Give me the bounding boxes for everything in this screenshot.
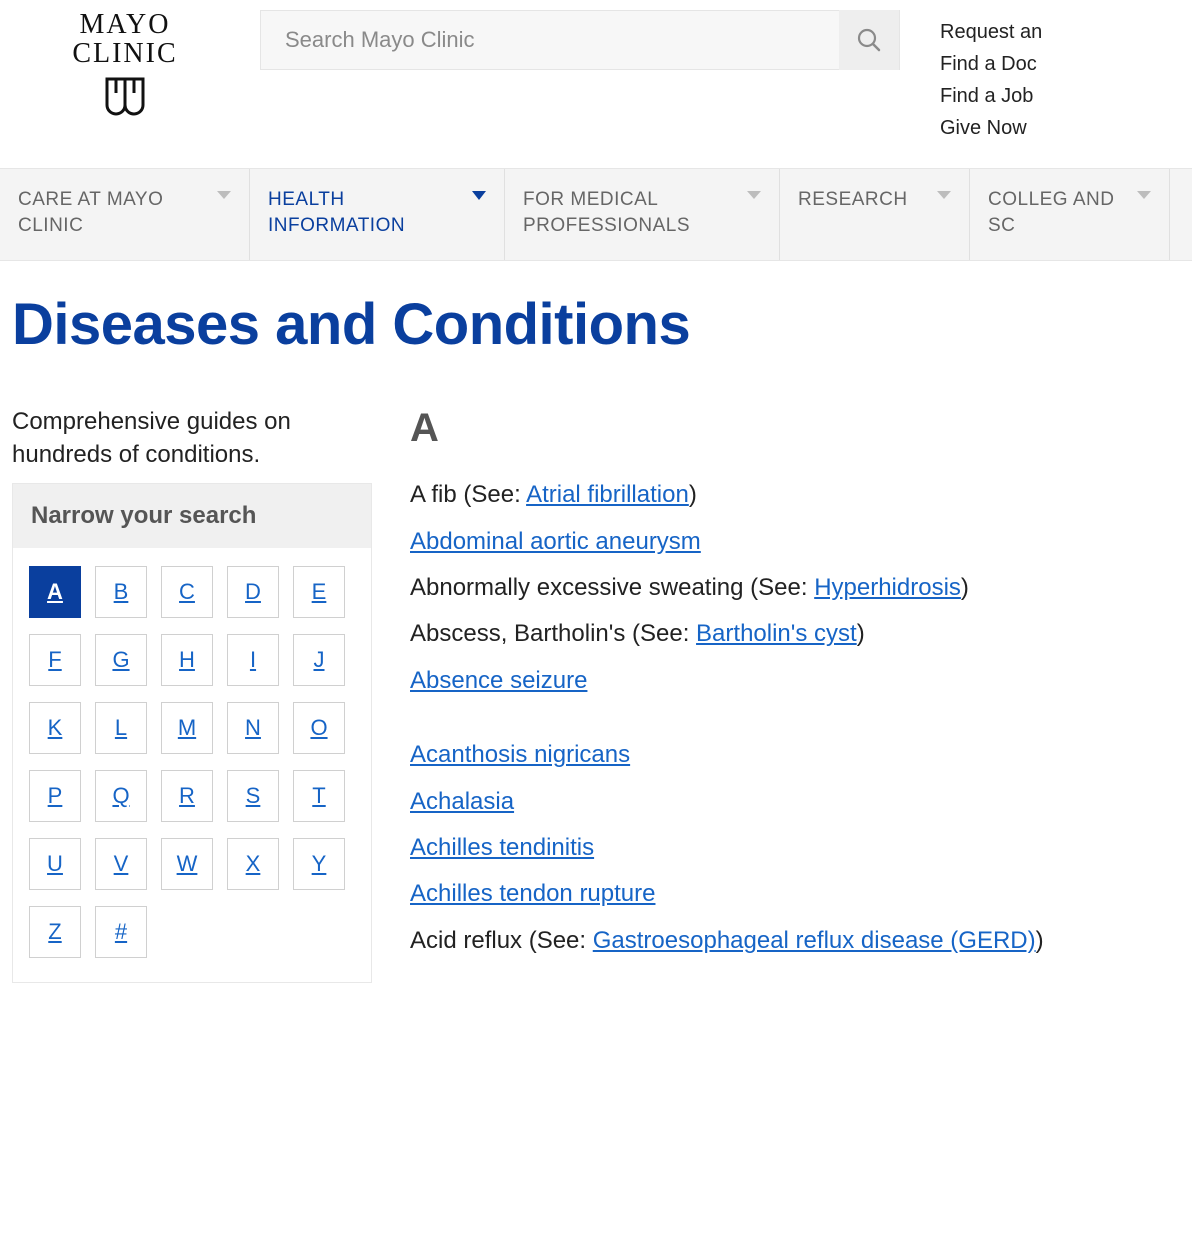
- letter-filter[interactable]: #: [95, 906, 147, 958]
- sidebar: Comprehensive guides on hundreds of cond…: [12, 406, 372, 983]
- logo-text-line2: CLINIC: [40, 39, 210, 68]
- condition-text: Abscess, Bartholin's (See:: [410, 620, 696, 647]
- see-link[interactable]: Gastroesophageal reflux disease (GERD): [593, 927, 1036, 954]
- condition-link[interactable]: Achalasia: [410, 788, 514, 815]
- letter-filter[interactable]: X: [227, 838, 279, 890]
- logo-text-line1: MAYO: [40, 10, 210, 39]
- search-box: [260, 10, 900, 70]
- narrow-header: Narrow your search: [13, 484, 371, 548]
- top-link[interactable]: Find a Job: [940, 80, 1070, 112]
- list-item: Abscess, Bartholin's (See: Bartholin's c…: [410, 612, 1180, 656]
- list-item: A fib (See: Atrial fibrillation): [410, 473, 1180, 517]
- letter-filter[interactable]: F: [29, 634, 81, 686]
- chevron-down-icon: [937, 191, 951, 199]
- search-input[interactable]: [261, 27, 839, 53]
- nav-item-label: CARE AT MAYO CLINIC: [18, 187, 203, 238]
- search-icon: [856, 27, 882, 53]
- page-title: Diseases and Conditions: [0, 261, 1192, 388]
- chevron-down-icon: [1137, 191, 1151, 199]
- list-gap: [410, 705, 1180, 733]
- list-item: Abdominal aortic aneurysm: [410, 520, 1180, 564]
- letter-filter[interactable]: R: [161, 770, 213, 822]
- top-link[interactable]: Find a Doc: [940, 48, 1070, 80]
- search-container: [260, 10, 900, 70]
- condition-link[interactable]: Acanthosis nigricans: [410, 741, 630, 768]
- nav-item-label: HEALTH INFORMATION: [268, 187, 458, 238]
- letter-filter[interactable]: V: [95, 838, 147, 890]
- see-link[interactable]: Atrial fibrillation: [526, 481, 689, 508]
- condition-text: A fib (See:: [410, 481, 526, 508]
- condition-link[interactable]: Achilles tendon rupture: [410, 880, 655, 907]
- nav-item[interactable]: RESEARCH: [780, 169, 970, 260]
- main-nav: CARE AT MAYO CLINIC HEALTH INFORMATION FOR…: [0, 168, 1192, 261]
- letter-filter[interactable]: J: [293, 634, 345, 686]
- letter-filter[interactable]: A: [29, 566, 81, 618]
- main-area: Comprehensive guides on hundreds of cond…: [0, 388, 1192, 983]
- narrow-panel: Narrow your search ABCDE FGHIJ KLMNO PQRST U…: [12, 483, 372, 983]
- letter-filter[interactable]: W: [161, 838, 213, 890]
- letter-filter[interactable]: O: [293, 702, 345, 754]
- top-link[interactable]: Request an: [940, 16, 1070, 48]
- letter-filter[interactable]: Z: [29, 906, 81, 958]
- letter-filter[interactable]: Y: [293, 838, 345, 890]
- letter-filter[interactable]: T: [293, 770, 345, 822]
- nav-item-label: COLLEG AND SC: [988, 187, 1123, 238]
- closing-paren: ): [689, 481, 697, 508]
- top-link[interactable]: Give Now: [940, 112, 1070, 144]
- letter-filter[interactable]: B: [95, 566, 147, 618]
- letter-grid: ABCDE FGHIJ KLMNO PQRST UVWXY Z #: [13, 548, 371, 982]
- letter-filter[interactable]: Q: [95, 770, 147, 822]
- logo-shield-icon: [40, 75, 210, 125]
- list-item: Achilles tendon rupture: [410, 872, 1180, 916]
- list-item: Achilles tendinitis: [410, 826, 1180, 870]
- chevron-down-icon: [217, 191, 231, 199]
- condition-link[interactable]: Abdominal aortic aneurysm: [410, 528, 701, 555]
- header: MAYO CLINIC Request anFind: [0, 0, 1192, 154]
- section-letter-heading: A: [410, 406, 1180, 451]
- nav-item[interactable]: CARE AT MAYO CLINIC: [0, 169, 250, 260]
- nav-item[interactable]: COLLEG AND SC: [970, 169, 1170, 260]
- see-link[interactable]: Hyperhidrosis: [814, 574, 961, 601]
- list-item: Acanthosis nigricans: [410, 733, 1180, 777]
- letter-filter[interactable]: S: [227, 770, 279, 822]
- letter-filter[interactable]: G: [95, 634, 147, 686]
- closing-paren: ): [961, 574, 969, 601]
- search-button[interactable]: [839, 10, 899, 70]
- letter-filter[interactable]: L: [95, 702, 147, 754]
- condition-text: Acid reflux (See:: [410, 927, 593, 954]
- condition-link[interactable]: Absence seizure: [410, 667, 587, 694]
- list-item: Absence seizure: [410, 659, 1180, 703]
- letter-filter[interactable]: E: [293, 566, 345, 618]
- see-link[interactable]: Bartholin's cyst: [696, 620, 857, 647]
- list-item: Achalasia: [410, 780, 1180, 824]
- letter-filter[interactable]: C: [161, 566, 213, 618]
- nav-item-label: FOR MEDICAL PROFESSIONALS: [523, 187, 713, 238]
- chevron-down-icon: [747, 191, 761, 199]
- condition-list: A fib (See: Atrial fibrillation) Abdomina…: [410, 473, 1180, 963]
- closing-paren: ): [1036, 927, 1044, 954]
- letter-filter[interactable]: I: [227, 634, 279, 686]
- list-item: Abnormally excessive sweating (See: Hype…: [410, 566, 1180, 610]
- letter-filter[interactable]: P: [29, 770, 81, 822]
- content: A A fib (See: Atrial fibrillation) Abdomi…: [372, 406, 1180, 983]
- top-links: Request anFind a DocFind a JobGive Now: [940, 10, 1070, 144]
- nav-item[interactable]: FOR MEDICAL PROFESSIONALS: [505, 169, 780, 260]
- letter-filter[interactable]: D: [227, 566, 279, 618]
- letter-filter[interactable]: U: [29, 838, 81, 890]
- letter-filter[interactable]: M: [161, 702, 213, 754]
- chevron-down-icon: [472, 191, 486, 200]
- sidebar-intro: Comprehensive guides on hundreds of cond…: [12, 406, 372, 471]
- nav-item[interactable]: HEALTH INFORMATION: [250, 169, 505, 260]
- logo[interactable]: MAYO CLINIC: [40, 10, 210, 125]
- condition-text: Abnormally excessive sweating (See:: [410, 574, 814, 601]
- list-item: Acid reflux (See: Gastroesophageal reflu…: [410, 919, 1180, 963]
- closing-paren: ): [857, 620, 865, 647]
- nav-item-label: RESEARCH: [798, 187, 908, 213]
- letter-filter[interactable]: N: [227, 702, 279, 754]
- condition-link[interactable]: Achilles tendinitis: [410, 834, 594, 861]
- letter-filter[interactable]: H: [161, 634, 213, 686]
- letter-filter[interactable]: K: [29, 702, 81, 754]
